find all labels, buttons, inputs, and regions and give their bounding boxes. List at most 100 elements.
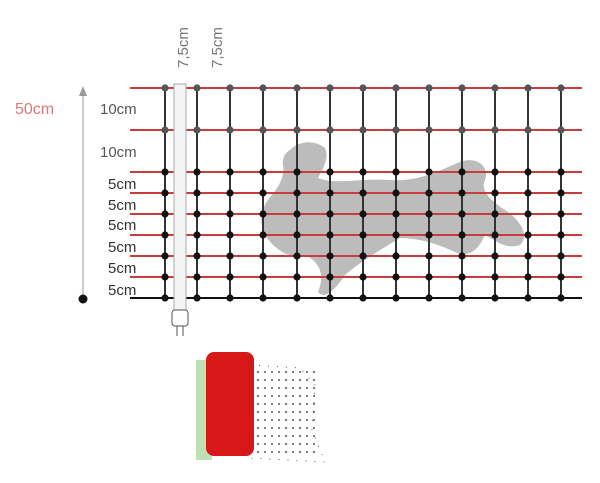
- knot: [193, 168, 201, 176]
- post-plug: [171, 309, 189, 327]
- roll-dot: [313, 411, 315, 413]
- roll-dot: [285, 443, 287, 445]
- knot: [359, 189, 367, 197]
- knot: [326, 189, 334, 197]
- knot: [458, 252, 466, 260]
- knot: [359, 294, 367, 302]
- knot: [293, 126, 301, 134]
- knot: [359, 231, 367, 239]
- knot: [359, 252, 367, 260]
- knot: [524, 210, 532, 218]
- row-label: 10cm: [100, 101, 137, 118]
- roll-dot: [292, 427, 294, 429]
- roll-dot: [313, 379, 315, 381]
- roll-dot: [257, 411, 259, 413]
- knot: [392, 210, 400, 218]
- knot: [557, 252, 565, 260]
- knot: [557, 231, 565, 239]
- knot: [425, 84, 433, 92]
- roll-dot: [264, 395, 266, 397]
- knot: [425, 252, 433, 260]
- roll-dot: [313, 435, 315, 437]
- roll-dot: [306, 419, 308, 421]
- knot: [359, 168, 367, 176]
- knot: [458, 231, 466, 239]
- knot: [392, 126, 400, 134]
- roll-dot: [285, 379, 287, 381]
- roll-dot: [278, 395, 280, 397]
- roll-dot: [264, 419, 266, 421]
- knot: [193, 126, 201, 134]
- roll-dot: [285, 371, 287, 373]
- roll-dot: [306, 451, 308, 453]
- roll-dot: [313, 387, 315, 389]
- arrow-base-dot: [78, 294, 88, 304]
- knot: [226, 168, 234, 176]
- roll-dot: [264, 435, 266, 437]
- knot: [326, 84, 334, 92]
- roll-dot: [271, 379, 273, 381]
- roll-dot: [264, 451, 266, 453]
- knot: [359, 273, 367, 281]
- roll-dot: [313, 403, 315, 405]
- knot: [359, 126, 367, 134]
- knot: [226, 84, 234, 92]
- roll-dot: [313, 443, 315, 445]
- row-label: 5cm: [108, 239, 136, 256]
- knot: [392, 252, 400, 260]
- row-label: 5cm: [108, 260, 136, 277]
- knot: [326, 126, 334, 134]
- row-label: 5cm: [108, 197, 136, 214]
- roll-dot: [264, 403, 266, 405]
- knot: [524, 231, 532, 239]
- roll-dot: [271, 395, 273, 397]
- roll-dot: [257, 371, 259, 373]
- knot: [458, 126, 466, 134]
- knot: [161, 252, 169, 260]
- knot: [259, 231, 267, 239]
- knot: [259, 84, 267, 92]
- knot: [425, 126, 433, 134]
- knot: [392, 189, 400, 197]
- roll-dot: [299, 411, 301, 413]
- roll-dot: [271, 427, 273, 429]
- roll-dot: [292, 435, 294, 437]
- net-roll-photo: [196, 352, 326, 463]
- knot: [161, 273, 169, 281]
- roll-dot: [306, 427, 308, 429]
- knot: [226, 126, 234, 134]
- knot: [392, 84, 400, 92]
- spacing-label: 7,5cm: [209, 27, 226, 68]
- knot: [491, 294, 499, 302]
- knot: [425, 189, 433, 197]
- roll-dot: [292, 387, 294, 389]
- knot: [458, 294, 466, 302]
- roll-dot: [271, 435, 273, 437]
- roll-dot: [313, 419, 315, 421]
- roll-dot: [292, 403, 294, 405]
- roll-dot: [264, 371, 266, 373]
- knot: [524, 252, 532, 260]
- knot: [259, 210, 267, 218]
- knot: [326, 273, 334, 281]
- roll-dot: [285, 395, 287, 397]
- knot: [458, 84, 466, 92]
- knot: [326, 210, 334, 218]
- roll-dot: [271, 451, 273, 453]
- roll-dot: [278, 371, 280, 373]
- roll-dot: [271, 371, 273, 373]
- knot: [392, 273, 400, 281]
- knot: [458, 189, 466, 197]
- knot: [293, 252, 301, 260]
- roll-dot: [285, 451, 287, 453]
- roll-dot: [264, 379, 266, 381]
- roll-dot: [306, 411, 308, 413]
- knot: [193, 273, 201, 281]
- roll-dot: [299, 403, 301, 405]
- knot: [326, 294, 334, 302]
- knot: [193, 294, 201, 302]
- roll-dot: [306, 395, 308, 397]
- roll-dot: [257, 435, 259, 437]
- roll-dot: [299, 387, 301, 389]
- roll-dot: [271, 443, 273, 445]
